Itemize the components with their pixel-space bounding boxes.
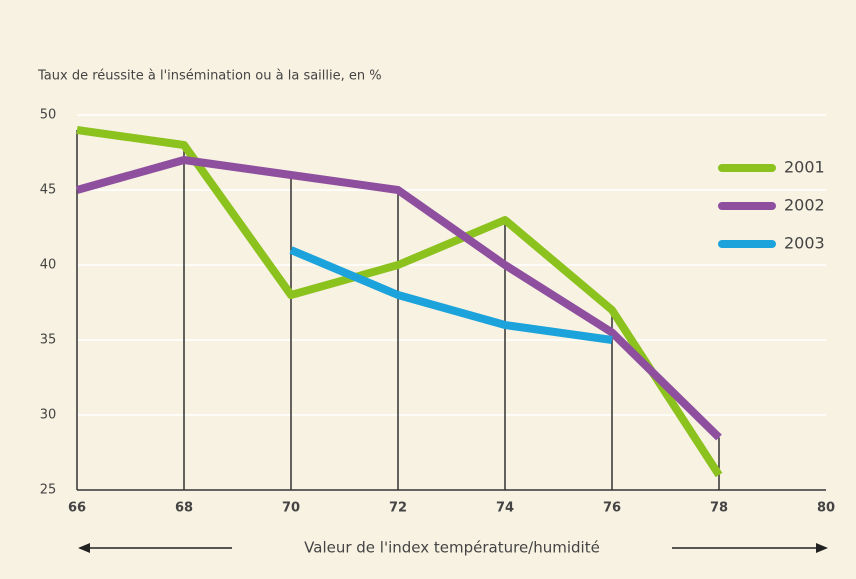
- x-tick-label: 68: [175, 501, 193, 516]
- arrow-head-left: [78, 543, 90, 553]
- legend-label: 2003: [784, 234, 825, 253]
- series-line: [75, 156, 722, 441]
- y-tick-label: 50: [40, 108, 57, 123]
- x-tick-label: 80: [817, 501, 835, 516]
- x-tick-label: 72: [389, 501, 407, 516]
- x-tick-label: 70: [282, 501, 300, 516]
- legend-label: 2001: [784, 158, 825, 177]
- arrow-head-right: [816, 543, 828, 553]
- y-tick-label: 25: [40, 483, 57, 498]
- x-tick-label: 66: [68, 501, 86, 516]
- x-tick-label: 78: [710, 501, 728, 516]
- series-line: [289, 246, 613, 344]
- series-line: [76, 126, 723, 478]
- x-axis-label: Valeur de l'index température/humidité: [304, 539, 600, 557]
- y-tick-label: 40: [40, 258, 57, 273]
- x-label-bg: [232, 536, 672, 560]
- legend-label: 2002: [784, 196, 825, 215]
- x-tick-label: 76: [603, 501, 621, 516]
- y-tick-label: 45: [40, 183, 57, 198]
- x-tick-label: 74: [496, 501, 514, 516]
- chart-title: Taux de réussite à l'insémination ou à l…: [37, 69, 382, 84]
- y-tick-label: 35: [40, 333, 57, 348]
- y-tick-label: 30: [40, 408, 57, 423]
